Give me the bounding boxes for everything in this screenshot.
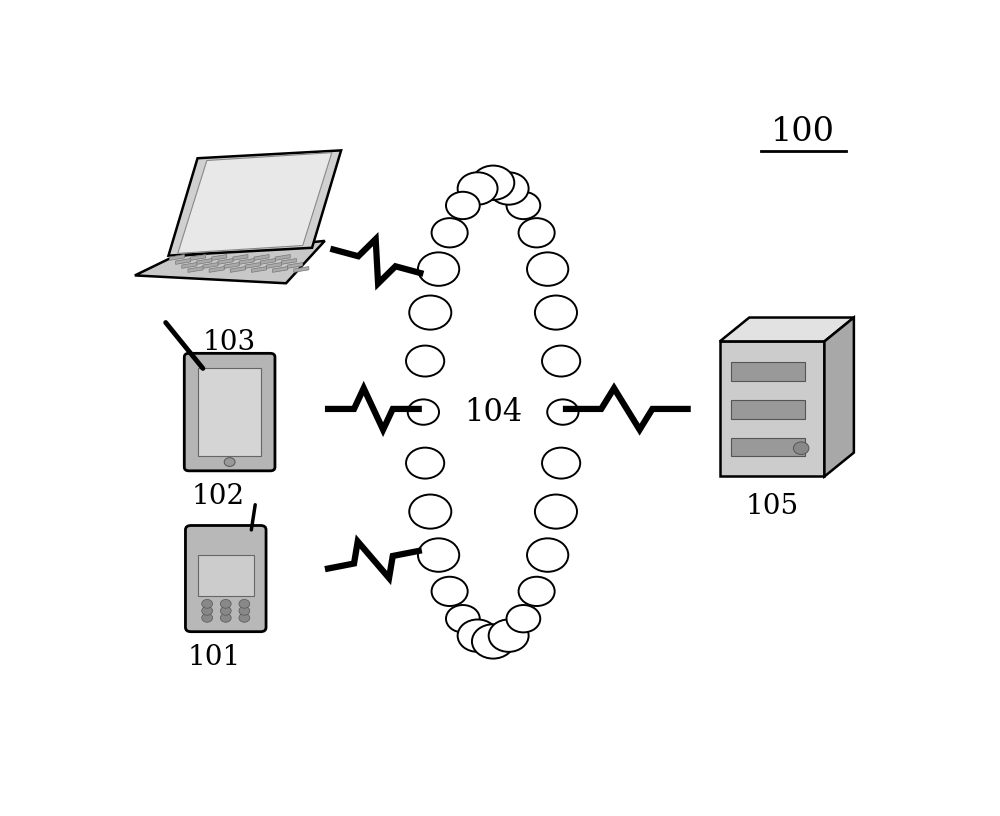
Circle shape: [220, 606, 231, 615]
Polygon shape: [188, 267, 203, 273]
FancyBboxPatch shape: [731, 437, 805, 456]
Circle shape: [220, 614, 231, 623]
Circle shape: [472, 166, 514, 200]
Circle shape: [418, 252, 459, 286]
Circle shape: [519, 577, 555, 606]
Polygon shape: [273, 267, 288, 273]
Circle shape: [202, 600, 213, 608]
Circle shape: [527, 252, 568, 286]
Circle shape: [432, 577, 468, 606]
Circle shape: [542, 448, 580, 479]
Polygon shape: [233, 255, 248, 260]
Circle shape: [547, 399, 579, 425]
Text: 100: 100: [771, 117, 835, 149]
FancyBboxPatch shape: [731, 400, 805, 419]
Polygon shape: [218, 259, 233, 264]
Ellipse shape: [420, 178, 566, 646]
Circle shape: [458, 172, 498, 205]
Circle shape: [432, 218, 468, 247]
Polygon shape: [135, 241, 325, 283]
Text: 104: 104: [464, 397, 522, 428]
FancyBboxPatch shape: [731, 362, 805, 381]
Polygon shape: [245, 263, 260, 268]
Circle shape: [489, 619, 529, 652]
Circle shape: [239, 600, 250, 608]
Circle shape: [535, 295, 577, 330]
Circle shape: [408, 399, 439, 425]
Circle shape: [406, 345, 444, 376]
Polygon shape: [288, 263, 303, 268]
Circle shape: [202, 614, 213, 623]
Circle shape: [446, 605, 480, 632]
Circle shape: [507, 192, 540, 220]
FancyBboxPatch shape: [184, 353, 275, 471]
Polygon shape: [209, 267, 224, 273]
Text: 101: 101: [188, 644, 241, 671]
Circle shape: [220, 600, 231, 608]
Polygon shape: [178, 153, 332, 253]
Circle shape: [239, 614, 250, 623]
Polygon shape: [224, 263, 239, 268]
Polygon shape: [720, 317, 854, 341]
Text: 105: 105: [746, 493, 799, 520]
Polygon shape: [239, 259, 254, 264]
FancyBboxPatch shape: [198, 555, 254, 596]
Polygon shape: [230, 267, 245, 273]
Polygon shape: [169, 255, 184, 260]
Text: 102: 102: [191, 483, 245, 510]
Polygon shape: [212, 255, 227, 260]
Circle shape: [418, 539, 459, 572]
Polygon shape: [168, 150, 341, 255]
Circle shape: [489, 172, 529, 205]
Text: 103: 103: [203, 330, 256, 357]
Polygon shape: [260, 259, 275, 264]
FancyBboxPatch shape: [720, 341, 824, 477]
Circle shape: [527, 539, 568, 572]
Polygon shape: [266, 263, 282, 268]
Circle shape: [446, 192, 480, 220]
Circle shape: [406, 448, 444, 479]
Circle shape: [472, 624, 514, 659]
Circle shape: [239, 606, 250, 615]
Polygon shape: [281, 259, 296, 264]
Polygon shape: [251, 267, 267, 273]
FancyBboxPatch shape: [185, 526, 266, 632]
Polygon shape: [203, 263, 218, 268]
Circle shape: [224, 458, 235, 467]
Polygon shape: [294, 267, 309, 273]
Polygon shape: [254, 255, 269, 260]
FancyBboxPatch shape: [198, 368, 261, 456]
Circle shape: [535, 494, 577, 529]
Polygon shape: [197, 259, 212, 264]
Circle shape: [507, 605, 540, 632]
Circle shape: [793, 442, 809, 455]
Circle shape: [542, 345, 580, 376]
Polygon shape: [182, 263, 197, 268]
Circle shape: [519, 218, 555, 247]
Polygon shape: [176, 259, 191, 264]
Polygon shape: [191, 255, 206, 260]
Circle shape: [202, 606, 213, 615]
Circle shape: [458, 619, 498, 652]
Circle shape: [409, 295, 451, 330]
Circle shape: [409, 494, 451, 529]
Polygon shape: [275, 255, 290, 260]
Polygon shape: [824, 317, 854, 477]
